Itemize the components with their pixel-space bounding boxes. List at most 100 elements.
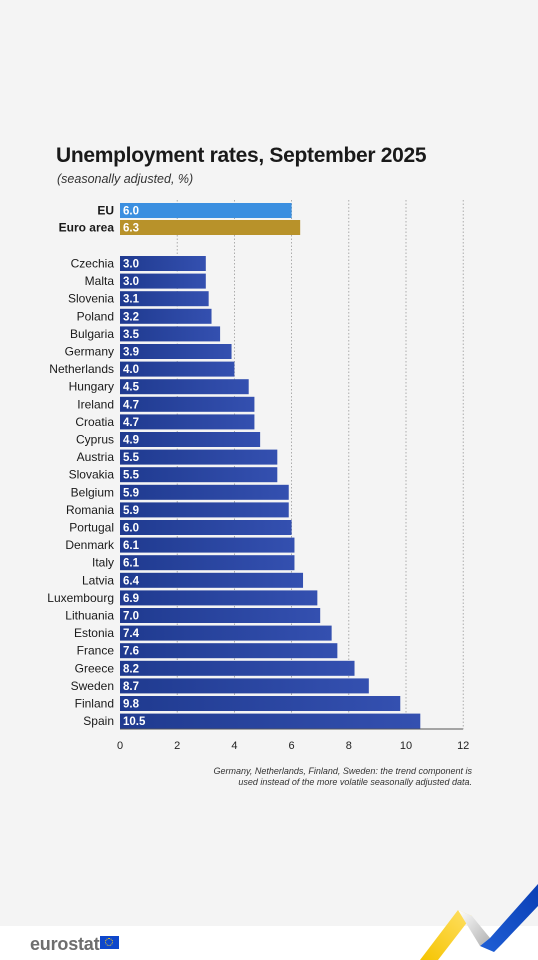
decorative-stripes-icon xyxy=(420,884,538,960)
country-label: Finland xyxy=(75,697,114,711)
x-tick-label: 6 xyxy=(289,740,295,752)
country-label: Malta xyxy=(85,274,115,288)
country-value-label: 5.9 xyxy=(123,487,139,499)
country-bar xyxy=(120,555,295,571)
x-tick-label: 12 xyxy=(457,740,469,752)
country-value-label: 4.5 xyxy=(123,382,140,394)
country-label: France xyxy=(77,644,115,658)
country-bar xyxy=(120,467,278,483)
country-label: Latvia xyxy=(82,573,114,587)
country-value-label: 8.2 xyxy=(123,663,139,675)
country-bar xyxy=(120,713,421,729)
country-bar xyxy=(120,625,332,641)
country-label: Italy xyxy=(92,556,114,570)
country-value-label: 8.7 xyxy=(123,681,139,693)
country-value-label: 3.0 xyxy=(123,259,139,271)
aggregate-bar xyxy=(120,220,301,235)
country-label: Lithuania xyxy=(65,609,114,623)
country-bar xyxy=(120,326,221,342)
x-tick-label: 8 xyxy=(346,740,352,752)
country-bar xyxy=(120,449,278,465)
chart-footnote: Germany, Netherlands, Finland, Sweden: t… xyxy=(213,766,472,787)
country-label: Sweden xyxy=(71,679,114,693)
country-label: Denmark xyxy=(65,538,115,552)
chart-title: Unemployment rates, September 2025 xyxy=(56,144,427,167)
country-label: Bulgaria xyxy=(70,327,114,341)
country-bar xyxy=(120,572,304,588)
country-label: Slovenia xyxy=(68,292,114,306)
country-bar xyxy=(120,361,235,377)
country-label: Spain xyxy=(83,714,114,728)
country-value-label: 6.4 xyxy=(123,575,140,587)
country-bar xyxy=(120,608,321,623)
country-label: Estonia xyxy=(74,626,114,640)
country-label: Austria xyxy=(77,450,115,464)
country-value-label: 6.9 xyxy=(123,593,139,605)
aggregate-value-label: 6.3 xyxy=(123,223,139,235)
country-bar xyxy=(120,379,249,395)
country-value-label: 4.9 xyxy=(123,435,139,447)
aggregate-label: EU xyxy=(97,204,114,218)
country-value-label: 7.4 xyxy=(123,628,140,640)
country-value-label: 9.8 xyxy=(123,699,140,711)
country-bar xyxy=(120,344,232,359)
country-bar xyxy=(120,432,261,447)
country-label: Poland xyxy=(77,309,114,323)
country-bar xyxy=(120,256,206,271)
country-value-label: 6.0 xyxy=(123,523,139,535)
country-bar xyxy=(120,590,318,606)
country-label: Germany xyxy=(65,345,114,359)
country-bar xyxy=(120,291,209,307)
country-label: Luxembourg xyxy=(47,591,114,605)
x-tick-label: 4 xyxy=(231,740,237,752)
eu-flag-icon xyxy=(100,936,119,949)
country-value-label: 3.0 xyxy=(123,276,139,288)
country-value-label: 4.7 xyxy=(123,417,139,429)
aggregate-value-label: 6.0 xyxy=(123,206,139,218)
country-bar xyxy=(120,660,355,676)
country-label: Ireland xyxy=(77,397,114,411)
aggregate-bar xyxy=(120,203,292,218)
country-label: Croatia xyxy=(75,415,114,429)
country-bar xyxy=(120,502,289,518)
country-value-label: 7.6 xyxy=(123,646,139,658)
country-value-label: 5.5 xyxy=(123,452,140,464)
eurostat-logo: eurostat xyxy=(30,934,100,954)
country-value-label: 4.0 xyxy=(123,364,139,376)
country-value-label: 10.5 xyxy=(123,716,146,728)
country-value-label: 7.0 xyxy=(123,611,139,623)
country-bar xyxy=(120,396,255,412)
country-value-label: 6.1 xyxy=(123,558,140,570)
country-value-label: 3.5 xyxy=(123,329,140,341)
country-value-label: 3.9 xyxy=(123,347,139,359)
country-label: Hungary xyxy=(69,380,114,394)
country-bar xyxy=(120,308,212,324)
country-value-label: 5.5 xyxy=(123,470,140,482)
country-label: Netherlands xyxy=(49,362,114,376)
country-bar xyxy=(120,484,289,500)
x-tick-label: 10 xyxy=(400,740,412,752)
country-bar xyxy=(120,520,292,535)
country-label: Greece xyxy=(75,661,115,675)
country-label: Czechia xyxy=(71,257,115,271)
aggregate-label: Euro area xyxy=(59,221,115,235)
x-tick-label: 2 xyxy=(174,740,180,752)
country-label: Romania xyxy=(66,503,114,517)
country-bar xyxy=(120,414,255,430)
country-bar xyxy=(120,643,338,659)
country-bar xyxy=(120,678,369,694)
chart-subtitle: (seasonally adjusted, %) xyxy=(57,172,194,186)
country-label: Slovakia xyxy=(69,468,115,482)
country-label: Cyprus xyxy=(76,433,114,447)
country-value-label: 6.1 xyxy=(123,540,140,552)
country-value-label: 4.7 xyxy=(123,399,139,411)
country-bar xyxy=(120,696,401,711)
country-value-label: 3.1 xyxy=(123,294,140,306)
country-bar xyxy=(120,273,206,289)
country-value-label: 3.2 xyxy=(123,311,139,323)
country-bar xyxy=(120,537,295,553)
country-label: Belgium xyxy=(71,485,114,499)
country-value-label: 5.9 xyxy=(123,505,139,517)
x-tick-label: 0 xyxy=(117,740,123,752)
